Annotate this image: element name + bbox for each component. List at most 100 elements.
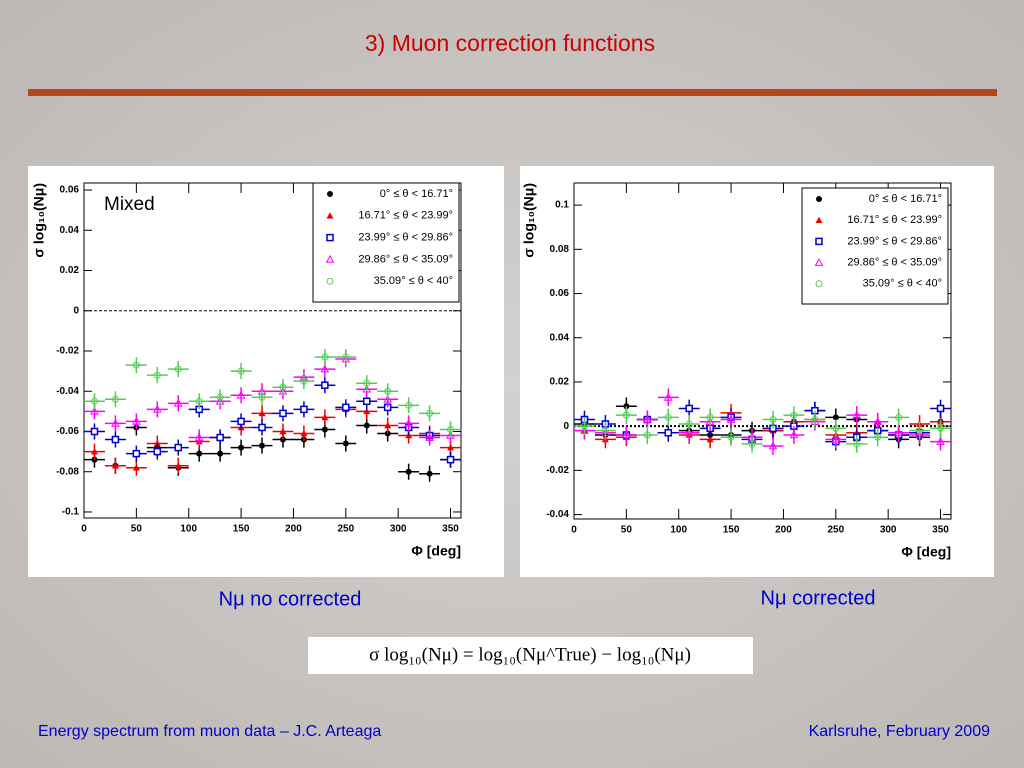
point — [405, 401, 413, 409]
point — [342, 440, 349, 447]
y-tick-label: 0.1 — [555, 200, 569, 211]
point — [90, 406, 99, 415]
point — [601, 427, 609, 435]
point — [153, 440, 161, 447]
point — [279, 383, 287, 391]
point — [237, 367, 245, 375]
caption: Nμ no corrected — [219, 588, 362, 610]
point — [279, 409, 287, 418]
point — [384, 421, 392, 429]
point — [642, 414, 652, 423]
point — [895, 413, 903, 421]
legend-label: 0° ≤ θ < 16.71° — [380, 188, 453, 200]
point — [727, 433, 735, 441]
point — [811, 416, 819, 424]
y-tick-label: -0.02 — [56, 346, 79, 357]
x-tick-label: 250 — [337, 524, 354, 535]
legend-marker — [814, 258, 824, 266]
legend-marker — [326, 233, 334, 242]
legend-marker — [815, 280, 823, 288]
formula: σ log₁₀(Nμ) = log₁₀(Nμ^True) − log₁₀(Nμ) — [369, 644, 691, 665]
y-tick-label: 0.08 — [550, 244, 570, 255]
x-tick-label: 150 — [723, 525, 740, 536]
x-tick-label: 100 — [670, 525, 687, 536]
point — [684, 428, 694, 437]
point — [153, 447, 162, 456]
legend-label: 23.99° ≤ θ < 29.86° — [358, 232, 453, 244]
point — [405, 468, 412, 475]
point — [111, 418, 120, 427]
x-tick-label: 300 — [390, 524, 407, 535]
point — [580, 422, 588, 430]
point — [873, 417, 883, 426]
legend-label: 29.86° ≤ θ < 35.09° — [358, 253, 453, 265]
point — [664, 429, 672, 437]
x-tick-label: 250 — [827, 525, 844, 536]
caption: Nμ corrected — [761, 587, 876, 609]
y-tick-label: 0.04 — [60, 225, 80, 236]
y-tick-label: -0.04 — [56, 386, 79, 397]
x-tick-label: 50 — [621, 525, 633, 536]
x-tick-label: 200 — [285, 524, 302, 535]
legend-box — [801, 187, 949, 305]
point — [831, 434, 841, 443]
annotation: Mixed — [104, 194, 155, 215]
point — [300, 377, 308, 385]
formula-box — [308, 637, 753, 674]
legend-label: 29.86° ≤ θ < 35.09° — [847, 257, 942, 269]
point — [132, 464, 140, 471]
x-tick-label: 0 — [81, 524, 87, 535]
legend-marker — [325, 254, 335, 263]
point — [259, 442, 266, 449]
plot-frame — [83, 182, 462, 519]
chart: 0.060.040.020-0.02-0.04-0.06-0.08-0.10 50… — [31, 182, 462, 559]
point — [258, 423, 266, 432]
plot-frame — [573, 182, 952, 520]
point — [173, 398, 183, 407]
point — [706, 413, 714, 421]
point — [853, 440, 861, 448]
point — [426, 409, 434, 417]
point — [258, 393, 266, 401]
footer-left: Energy spectrum from muon data – J.C. Ar… — [38, 723, 381, 740]
point — [111, 435, 120, 444]
point — [217, 450, 224, 457]
point — [132, 361, 140, 369]
y-tick-label: 0.06 — [550, 288, 570, 299]
point — [768, 441, 778, 450]
legend-marker — [327, 191, 333, 197]
x-tick-label: 200 — [775, 525, 792, 536]
point — [852, 410, 862, 419]
title-rule — [28, 89, 997, 96]
x-tick-label: 300 — [880, 525, 897, 536]
y-tick-label: 0.02 — [550, 377, 570, 388]
point — [447, 425, 455, 433]
point — [936, 437, 945, 445]
y-tick-label: -0.02 — [546, 465, 569, 476]
legend-box — [312, 182, 460, 303]
legend-marker — [815, 216, 823, 223]
point — [236, 390, 246, 399]
y-tick-label: -0.06 — [56, 426, 79, 437]
point — [153, 371, 161, 379]
y-tick-label: 0.04 — [550, 332, 570, 343]
point — [321, 381, 329, 389]
point — [342, 353, 350, 361]
point — [363, 407, 371, 415]
legend-label: 16.71° ≤ θ < 23.99° — [847, 214, 942, 226]
point — [446, 430, 455, 439]
point — [196, 450, 203, 457]
point — [748, 440, 756, 448]
point — [342, 403, 350, 412]
point — [726, 414, 736, 423]
point — [194, 432, 204, 441]
legend-label: 23.99° ≤ θ < 29.86° — [847, 235, 942, 247]
point — [685, 404, 693, 413]
y-tick-label: 0.02 — [60, 265, 80, 276]
y-tick-label: -0.1 — [62, 507, 80, 518]
x-tick-label: 350 — [932, 525, 949, 536]
legend-label: 0° ≤ θ < 16.71° — [869, 193, 942, 205]
y-tick-label: 0.06 — [60, 185, 80, 196]
point — [446, 455, 455, 464]
